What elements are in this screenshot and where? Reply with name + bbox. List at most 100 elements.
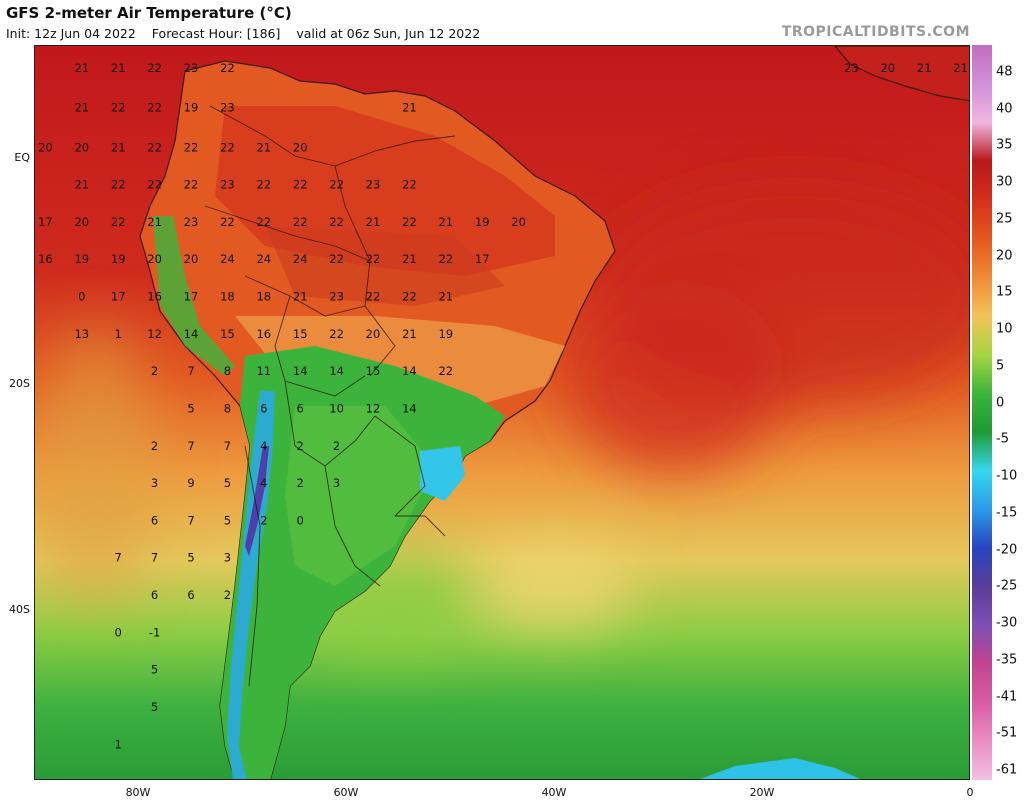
temperature-label: 22 [293,215,308,229]
temperature-label: 19 [438,327,453,341]
temperature-label: 19 [111,252,126,266]
temperature-label: 22 [147,101,162,115]
temperature-label: 2 [260,513,267,527]
temperature-label: 7 [187,513,194,527]
latitude-label: 40S [9,603,30,617]
temperature-label: 12 [366,402,381,416]
temperature-label: 22 [402,215,417,229]
temperature-label: 15 [220,327,235,341]
temperature-map: 21 21 22 23 22 21 22 22 19 23 21 20 20 21 22 22 22 21 20 21… [34,45,970,780]
temperature-label: 22 [111,101,126,115]
temperature-label: 21 [111,61,126,75]
land-africa [834,46,969,102]
temperature-label: 23 [184,215,199,229]
temperature-label: 24 [256,252,271,266]
temperature-label: 23 [329,290,344,304]
temperature-label: 21 [74,178,89,192]
temperature-label: 19 [74,252,89,266]
temperature-label: 18 [220,290,235,304]
temperature-label: 20 [74,140,89,154]
temperature-label: 22 [329,215,344,229]
colorbar-label: -35 [996,652,1018,668]
temperature-label: 20 [293,140,308,154]
temperature-label: 21 [402,101,417,115]
temperature-label: 2 [151,364,158,378]
temperature-label: 22 [438,252,453,266]
temperature-label: 21 [402,252,417,266]
temperature-label: 22 [147,140,162,154]
temperature-label: 14 [402,364,417,378]
colorbar-label: -61 [996,762,1018,778]
temperature-label: 17 [184,290,199,304]
temperature-label: 22 [147,61,162,75]
colorbar-label: 15 [996,284,1013,300]
longitude-label: 0 [966,786,974,799]
andes-north-green [153,216,235,376]
temperature-label: 19 [475,215,490,229]
site-credit: TROPICALTIDBITS.COM [781,24,970,40]
colorbar-label: -15 [996,505,1018,521]
temperature-label: 22 [438,364,453,378]
temperature-label: 23 [184,61,199,75]
colorbar-label: 10 [996,321,1013,337]
temperature-label: 22 [147,178,162,192]
temperature-label: 21 [366,215,381,229]
temperature-label: 22 [402,290,417,304]
continent-africa [834,46,969,102]
temperature-label: 4 [260,439,267,453]
temperature-label: 3 [224,551,231,565]
temperature-label: 5 [224,476,231,490]
temperature-label: 21 [438,290,453,304]
temperature-label: 22 [366,252,381,266]
andes-coldest [245,446,269,556]
temperature-label: 22 [184,178,199,192]
temperature-label: 23 [366,178,381,192]
temperature-label: 14 [293,364,308,378]
temperature-label: 6 [187,588,194,602]
temperature-label: 2 [297,439,304,453]
temperature-label: 6 [151,513,158,527]
temperature-label: 19 [184,101,199,115]
temperature-label: 21 [74,61,89,75]
forecast-hour: Forecast Hour: [186] [151,26,281,41]
temperature-label: 22 [366,290,381,304]
latitude-label: EQ [14,151,30,165]
temperature-label: 22 [220,215,235,229]
temperature-label: 11 [256,364,271,378]
land-central-mild [235,316,565,406]
temperature-label: 20 [38,140,53,154]
temperature-label: 22 [220,61,235,75]
colorbar-label: -51 [996,725,1018,741]
colorbar-label: -41 [996,689,1018,705]
colorbar-label: 30 [996,174,1013,190]
temperature-label: 2 [297,476,304,490]
land-plains-green [285,406,435,586]
temperature-label: 21 [438,215,453,229]
temperature-label: 6 [151,588,158,602]
temperature-label: 24 [220,252,235,266]
colorbar-label: 40 [996,101,1013,117]
temperature-label: 20 [74,215,89,229]
temperature-label: 21 [256,140,271,154]
ocean-warm-tongue [35,186,969,656]
temperature-label: 5 [187,551,194,565]
temperature-label: 6 [260,402,267,416]
temperature-label: 22 [329,178,344,192]
longitude-label: 80W [125,786,151,799]
colorbar-label: 35 [996,137,1013,153]
temperature-label: 21 [293,290,308,304]
temperature-label: 12 [147,327,162,341]
colorbar-label: 20 [996,248,1013,264]
temperature-label: 16 [256,327,271,341]
temperature-label: 22 [220,140,235,154]
country-borders [204,105,456,687]
temperature-label: 24 [293,252,308,266]
colorbar-label: -25 [996,578,1018,594]
temperature-label: 22 [184,140,199,154]
colorbar-label: -10 [996,468,1018,484]
temperature-label: 3 [333,476,340,490]
colorbar-label: -30 [996,615,1018,631]
temperature-label: 0 [78,290,85,304]
temperature-label: 22 [329,252,344,266]
